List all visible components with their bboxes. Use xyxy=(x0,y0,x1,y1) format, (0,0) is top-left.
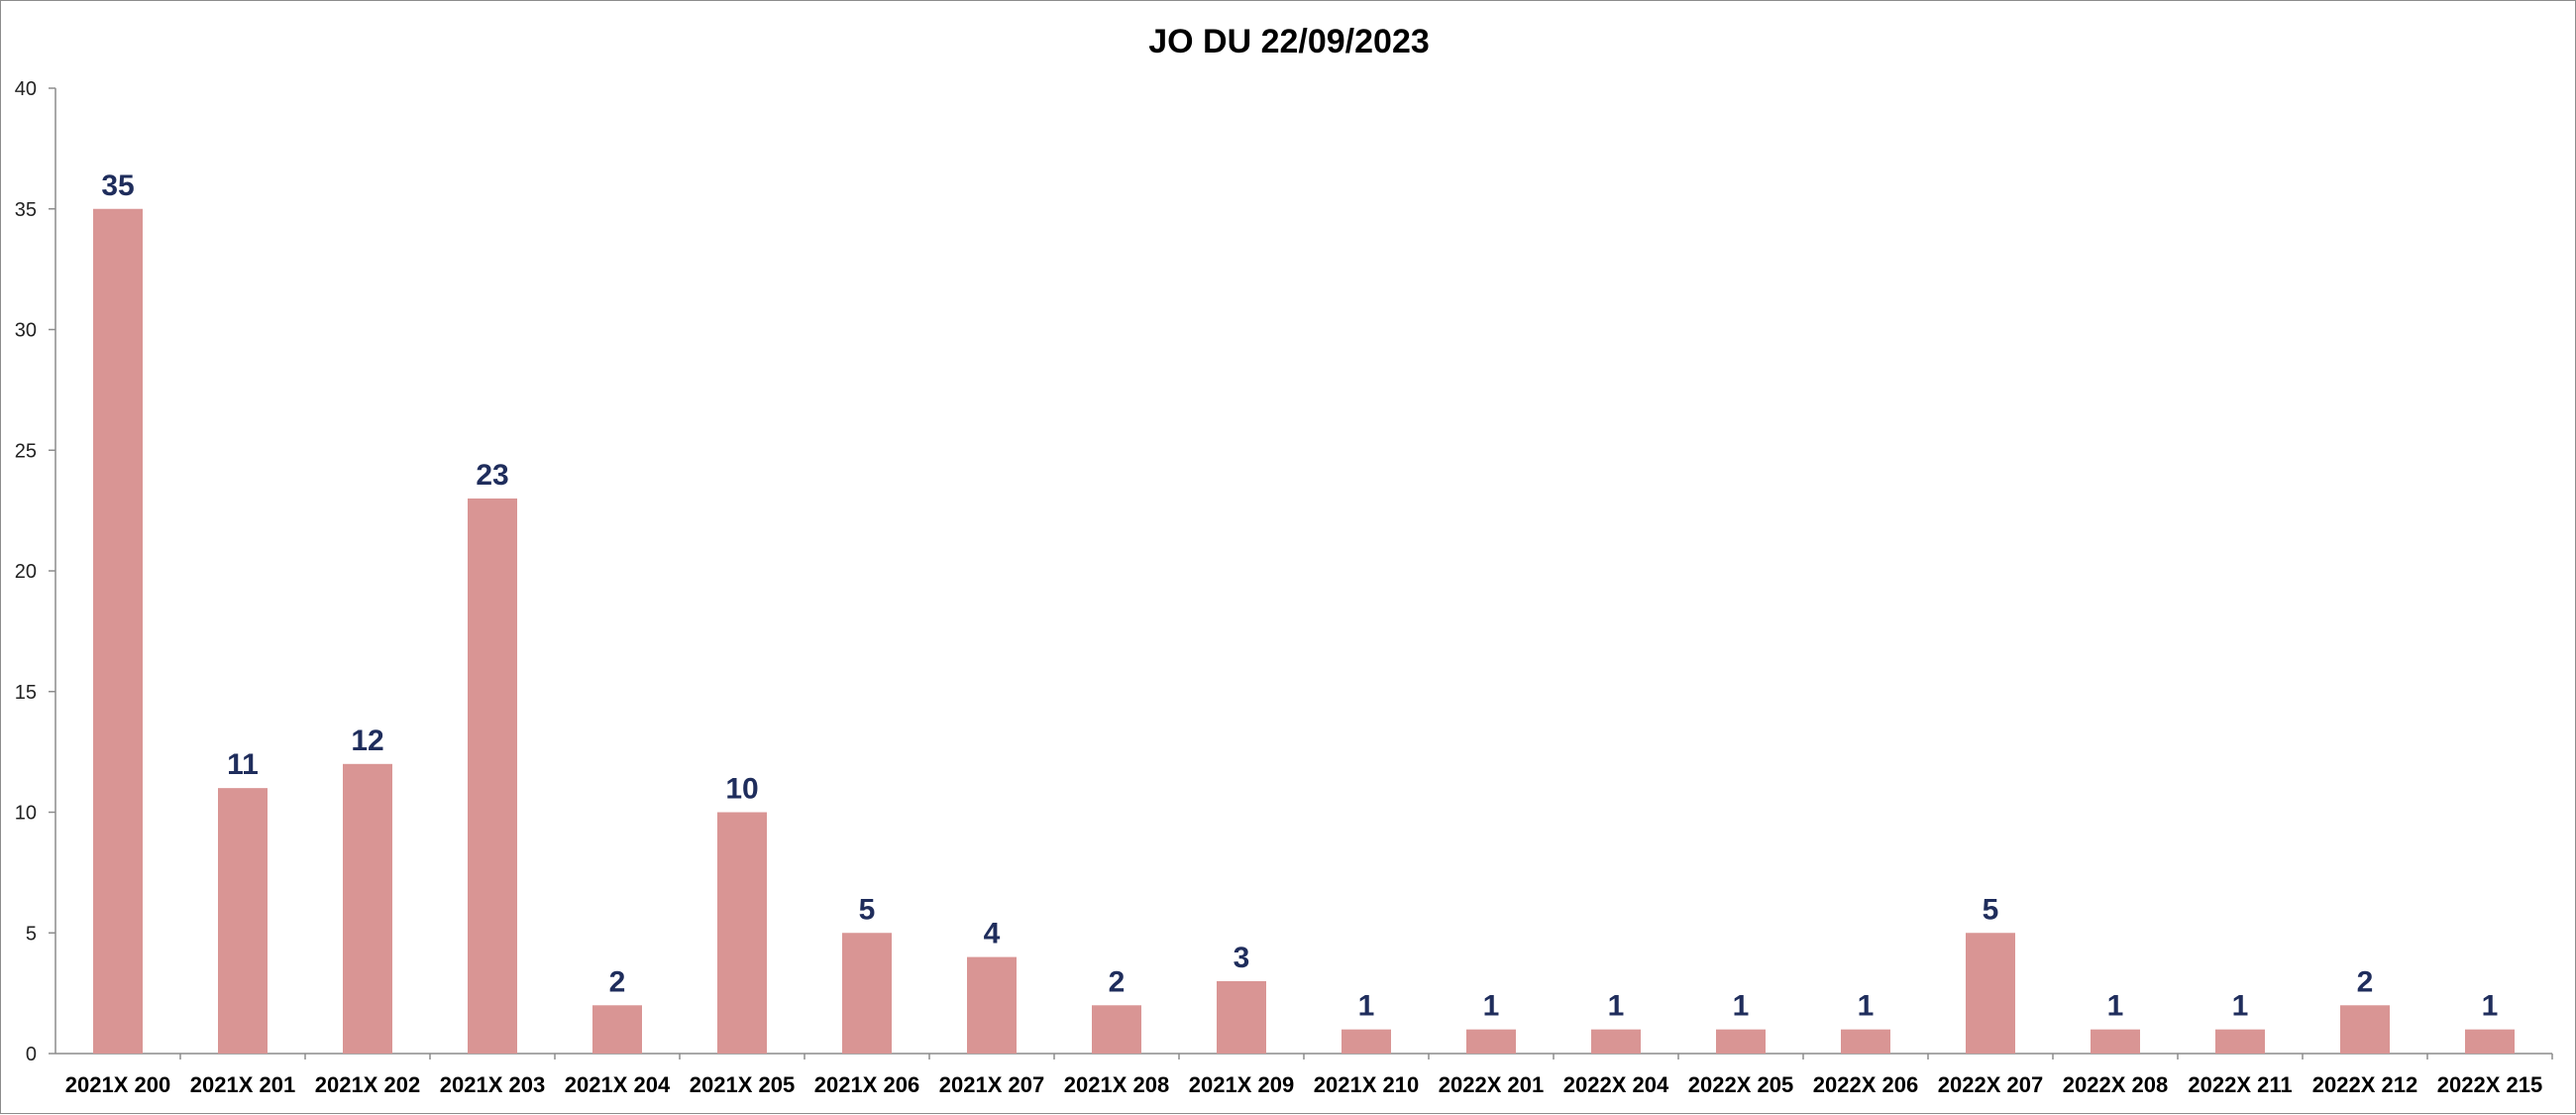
data-label: 10 xyxy=(725,773,758,806)
bar xyxy=(1591,1029,1641,1054)
bar xyxy=(1716,1029,1766,1054)
bar xyxy=(93,208,143,1054)
bar xyxy=(2091,1029,2140,1054)
data-label: 2 xyxy=(2357,965,2374,998)
x-tick-label: 2021X 206 xyxy=(814,1072,919,1097)
x-tick-label: 2022X 204 xyxy=(1563,1072,1669,1097)
data-label: 1 xyxy=(2107,990,2124,1023)
x-tick-label: 2022X 207 xyxy=(1938,1072,2043,1097)
y-tick-label: 20 xyxy=(15,561,37,583)
y-tick-label: 5 xyxy=(26,923,37,945)
data-label: 23 xyxy=(476,459,508,492)
y-axis: 0 5 10 15 20 25 30 35 40 xyxy=(15,78,56,1065)
bar xyxy=(1217,980,1266,1054)
x-tick-label: 2021X 203 xyxy=(440,1072,545,1097)
x-tick-label: 2021X 210 xyxy=(1314,1072,1419,1097)
x-tick-label: 2022X 212 xyxy=(2312,1072,2417,1097)
bar xyxy=(2340,1005,2390,1054)
y-tick-label: 35 xyxy=(15,199,37,221)
x-tick-label: 2021X 200 xyxy=(65,1072,170,1097)
data-label: 1 xyxy=(1733,990,1750,1023)
x-tick-label: 2022X 215 xyxy=(2437,1072,2542,1097)
data-label: 5 xyxy=(859,893,876,926)
bar xyxy=(1841,1029,1890,1054)
x-tick-label: 2022X 208 xyxy=(2063,1072,2168,1097)
y-tick-label: 30 xyxy=(15,320,37,342)
bar xyxy=(1466,1029,1516,1054)
data-label: 4 xyxy=(984,918,1001,950)
bar xyxy=(1092,1005,1141,1054)
bar xyxy=(218,788,268,1054)
x-tick-label: 2021X 207 xyxy=(939,1072,1044,1097)
bar-series xyxy=(93,208,2515,1054)
bar xyxy=(717,812,767,1054)
data-label: 1 xyxy=(1483,990,1500,1023)
bar xyxy=(468,498,517,1054)
bar xyxy=(2465,1029,2515,1054)
data-label: 1 xyxy=(1358,990,1375,1023)
y-tick-label: 15 xyxy=(15,682,37,704)
x-tick-label: 2022X 206 xyxy=(1813,1072,1918,1097)
data-label: 1 xyxy=(1858,990,1875,1023)
x-tick-label: 2021X 209 xyxy=(1189,1072,1294,1097)
y-tick-label: 10 xyxy=(15,803,37,825)
data-label: 2 xyxy=(609,965,626,998)
x-tick-label: 2022X 211 xyxy=(2188,1072,2292,1097)
bar xyxy=(2215,1029,2265,1054)
x-tick-label: 2022X 205 xyxy=(1688,1072,1793,1097)
x-axis: 2021X 200 2021X 201 2021X 202 2021X 203 2021… xyxy=(55,1053,2553,1097)
y-tick-label: 0 xyxy=(26,1044,37,1065)
bar xyxy=(343,763,392,1054)
x-tick-label: 2022X 201 xyxy=(1439,1072,1544,1097)
data-label: 1 xyxy=(2232,990,2249,1023)
bar xyxy=(967,956,1017,1054)
data-label: 12 xyxy=(351,725,383,757)
x-tick-label: 2021X 202 xyxy=(315,1072,420,1097)
data-label: 5 xyxy=(1983,893,1999,926)
bar xyxy=(1342,1029,1391,1054)
x-tick-label: 2021X 208 xyxy=(1064,1072,1169,1097)
data-label: 3 xyxy=(1234,942,1250,974)
bar xyxy=(842,933,892,1054)
x-tick-label: 2021X 201 xyxy=(190,1072,295,1097)
data-label: 1 xyxy=(2482,990,2499,1023)
y-tick-label: 25 xyxy=(15,440,37,462)
data-label: 1 xyxy=(1608,990,1625,1023)
y-tick-label: 40 xyxy=(15,78,37,100)
x-tick-label: 2021X 204 xyxy=(565,1072,671,1097)
chart-title: JO DU 22/09/2023 xyxy=(1148,23,1430,60)
data-label: 35 xyxy=(101,169,134,202)
bar xyxy=(1966,933,2015,1054)
data-label: 2 xyxy=(1109,965,1126,998)
x-tick-label: 2021X 205 xyxy=(690,1072,795,1097)
bar xyxy=(592,1005,642,1054)
data-label: 11 xyxy=(227,748,259,781)
